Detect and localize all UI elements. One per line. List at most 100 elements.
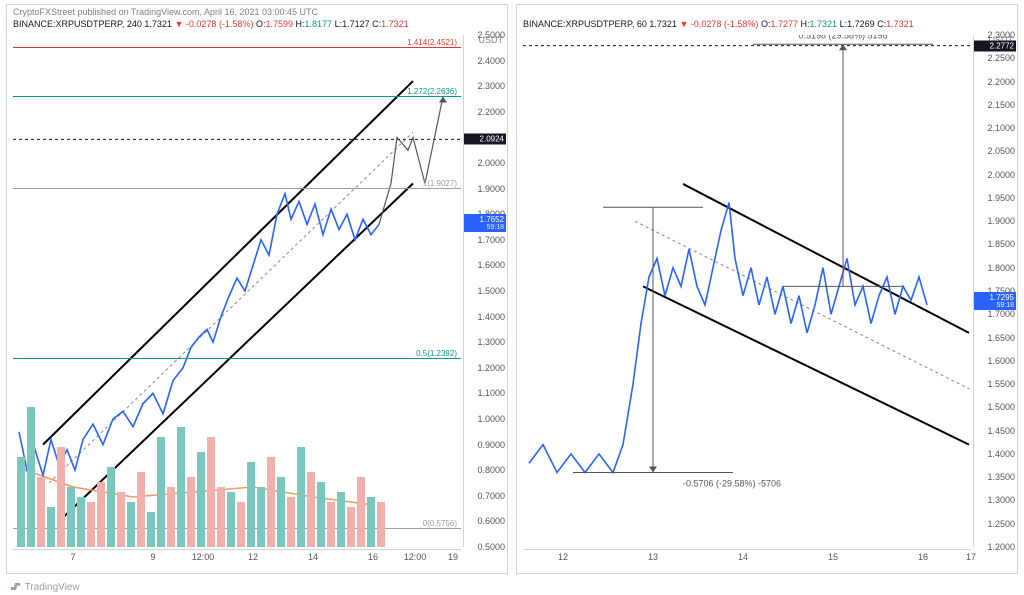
fib-label: 1.272(2.2636): [407, 87, 457, 96]
ohlc-l: 1.7269: [847, 19, 875, 29]
left-x-axis: 7912:0012141612:0019: [13, 549, 461, 573]
footer-text: TradingView: [25, 582, 80, 593]
tradingview-logo[interactable]: TradingView: [10, 580, 80, 593]
y-tick: 0.7000: [477, 491, 505, 501]
volume-bar: [337, 492, 345, 547]
volume-bar: [377, 502, 385, 547]
left-y-axis: USDT 0.50000.60000.70000.80000.90001.000…: [463, 35, 507, 547]
volume-bar: [217, 487, 225, 547]
x-tick: 12: [248, 552, 258, 562]
y-tick: 1.6000: [987, 356, 1015, 366]
left-chart-panel: CryptoFXStreet published on TradingView.…: [6, 4, 508, 574]
volume-bar: [287, 497, 295, 547]
y-tick: 1.8000: [987, 263, 1015, 273]
y-tick: 1.9000: [477, 184, 505, 194]
target-price-tag: 2.0924: [464, 134, 506, 145]
y-tick: 2.0000: [477, 158, 505, 168]
fib-line: [13, 47, 461, 48]
x-tick: 13: [648, 552, 658, 562]
right-ticker: BINANCE:XRPUSDTPERP, 60 1.7321 ▼ -0.0278…: [523, 19, 914, 29]
fib-label: 1.414(2.4521): [407, 38, 457, 47]
x-tick: 17: [966, 552, 976, 562]
y-tick: 0.6000: [477, 516, 505, 526]
ohlc-o: 1.7599: [265, 19, 293, 29]
volume-bar: [227, 492, 235, 547]
volume-bar: [317, 482, 325, 547]
volume-bar: [67, 487, 75, 547]
tradingview-icon: [10, 580, 22, 592]
volume-bar: [297, 447, 305, 547]
y-tick: 1.6500: [987, 333, 1015, 343]
volume-bar: [197, 452, 205, 547]
volume-bar: [57, 447, 65, 547]
y-tick: 1.1000: [477, 388, 505, 398]
left-plot-area[interactable]: 1.414(2.4521)1.272(2.2636)1(1.9027)0.5(1…: [13, 35, 461, 547]
symbol: BINANCE:XRPUSDTPERP, 60: [523, 19, 647, 29]
ohlc-c: 1.7321: [381, 19, 409, 29]
ohlc-h: 1.7321: [810, 19, 838, 29]
volume-bar: [87, 502, 95, 547]
y-tick: 0.8000: [477, 465, 505, 475]
x-tick: 12:00: [404, 552, 427, 562]
publisher: CryptoFXStreet: [13, 7, 75, 17]
right-chart-panel: BINANCE:XRPUSDTPERP, 60 1.7321 ▼ -0.0278…: [516, 4, 1018, 574]
y-tick: 2.1500: [987, 100, 1015, 110]
publish-info: CryptoFXStreet published on TradingView.…: [13, 7, 318, 17]
x-tick: 16: [368, 552, 378, 562]
ohlc-o: 1.7277: [770, 19, 798, 29]
y-tick: 1.7000: [987, 309, 1015, 319]
right-x-axis: 121314151617: [523, 549, 971, 573]
y-tick: 2.5000: [477, 30, 505, 40]
volume-bar: [247, 462, 255, 547]
volume-bar: [357, 477, 365, 547]
last-price: 1.7321: [649, 19, 677, 29]
y-tick: 2.0000: [987, 170, 1015, 180]
volume-bar: [137, 472, 145, 547]
y-tick: 1.7000: [477, 235, 505, 245]
y-tick: 2.2000: [987, 77, 1015, 87]
y-tick: 1.4500: [987, 426, 1015, 436]
x-tick: 15: [828, 552, 838, 562]
y-tick: 2.3000: [987, 30, 1015, 40]
y-tick: 1.6000: [477, 260, 505, 270]
y-tick: 1.8500: [987, 239, 1015, 249]
y-tick: 2.2500: [987, 53, 1015, 63]
y-tick: 2.3000: [477, 81, 505, 91]
y-tick: 1.0000: [477, 414, 505, 424]
fib-label: 0.5(1.2392): [416, 349, 457, 358]
y-tick: 2.1000: [987, 123, 1015, 133]
y-tick: 1.5000: [477, 286, 505, 296]
y-tick: 1.9500: [987, 193, 1015, 203]
y-tick: 1.5500: [987, 379, 1015, 389]
y-tick: 0.9000: [477, 440, 505, 450]
y-tick: 1.3000: [477, 337, 505, 347]
x-tick: 16: [918, 552, 928, 562]
y-tick: 1.9000: [987, 216, 1015, 226]
y-tick: 1.4000: [987, 449, 1015, 459]
x-tick: 12: [558, 552, 568, 562]
volume-bar: [97, 482, 105, 547]
y-tick: 1.2000: [477, 363, 505, 373]
volume-bar: [167, 487, 175, 547]
live-price-tag: 1.729559:18: [974, 292, 1016, 310]
volume-bar: [107, 467, 115, 547]
y-tick: 2.2000: [477, 107, 505, 117]
change: -0.0278: [691, 19, 722, 29]
y-tick: 1.2500: [987, 519, 1015, 529]
x-tick: 12:00: [192, 552, 215, 562]
right-plot-area[interactable]: 0.5198 (29.58%) 5198-0.5706 (-29.58%) -5…: [523, 35, 971, 547]
ohlc-h: 1.8177: [305, 19, 333, 29]
fib-line: [13, 96, 461, 97]
target-price-tag: 2.2772: [974, 40, 1016, 51]
volume-bar: [157, 437, 165, 547]
volume-bar: [177, 427, 185, 547]
y-tick: 1.4000: [477, 312, 505, 322]
volume-bar: [327, 502, 335, 547]
y-tick: 1.3000: [987, 495, 1015, 505]
publish-time: April 16, 2021 03:00:45 UTC: [204, 7, 318, 17]
volume-bar: [237, 502, 245, 547]
volume-bar: [37, 477, 45, 547]
x-tick: 19: [448, 552, 458, 562]
down-arrow-icon: ▼: [679, 19, 688, 29]
y-tick: 2.0500: [987, 146, 1015, 156]
